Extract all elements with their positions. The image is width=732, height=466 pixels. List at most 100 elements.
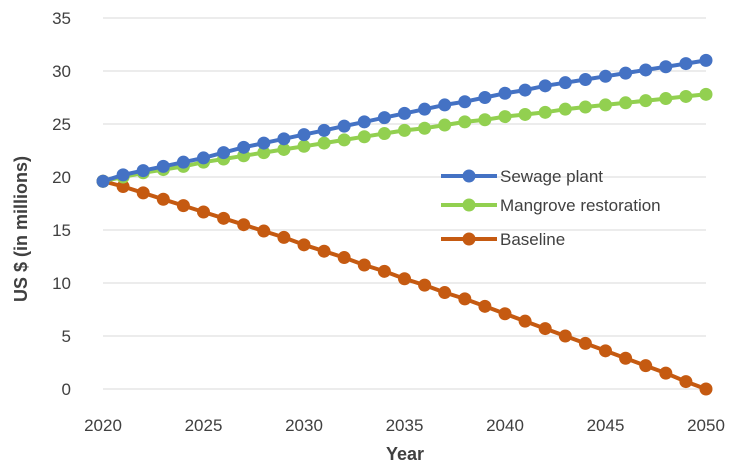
data-point bbox=[418, 102, 432, 116]
data-point bbox=[599, 98, 612, 112]
data-point bbox=[317, 136, 331, 150]
data-point bbox=[418, 278, 432, 292]
y-tick-label: 35 bbox=[52, 9, 71, 28]
data-point bbox=[639, 359, 653, 373]
data-point bbox=[156, 192, 170, 206]
y-tick-label: 0 bbox=[62, 380, 71, 399]
data-point bbox=[317, 123, 331, 137]
x-tick-label: 2040 bbox=[486, 416, 524, 435]
legend: Sewage plant Mangrove restoration Baseline bbox=[441, 167, 661, 249]
data-point bbox=[176, 199, 190, 213]
data-point bbox=[357, 258, 371, 272]
data-point bbox=[619, 66, 633, 80]
legend-swatch-marker bbox=[462, 169, 476, 183]
data-point bbox=[538, 105, 552, 119]
data-point bbox=[116, 168, 130, 182]
y-axis-ticks: 0 5 10 15 20 25 30 35 bbox=[52, 9, 71, 399]
legend-item: Sewage plant bbox=[441, 167, 603, 186]
legend-label: Baseline bbox=[500, 230, 565, 249]
data-point bbox=[518, 314, 532, 328]
data-point bbox=[639, 63, 653, 77]
data-point bbox=[478, 113, 492, 127]
data-point bbox=[337, 119, 351, 133]
data-point bbox=[538, 79, 552, 93]
data-point bbox=[257, 224, 271, 238]
x-tick-label: 2030 bbox=[285, 416, 323, 435]
series-0 bbox=[96, 53, 713, 188]
x-tick-label: 2025 bbox=[185, 416, 223, 435]
data-point bbox=[478, 91, 492, 104]
data-point bbox=[418, 121, 432, 135]
x-tick-label: 2035 bbox=[386, 416, 424, 435]
data-point bbox=[357, 115, 371, 129]
y-tick-label: 20 bbox=[52, 168, 71, 187]
data-point bbox=[277, 230, 291, 244]
data-point bbox=[156, 159, 170, 173]
data-point bbox=[498, 110, 512, 124]
legend-swatch-marker bbox=[462, 232, 476, 246]
data-point bbox=[398, 272, 411, 286]
data-point bbox=[458, 95, 472, 109]
data-point bbox=[659, 92, 673, 106]
data-point bbox=[619, 351, 633, 365]
data-point bbox=[619, 96, 633, 110]
data-point bbox=[659, 60, 673, 74]
data-point bbox=[237, 140, 251, 154]
x-axis-title: Year bbox=[386, 444, 424, 464]
data-point bbox=[176, 155, 190, 169]
data-point bbox=[217, 146, 231, 160]
legend-label: Sewage plant bbox=[500, 167, 603, 186]
data-point bbox=[237, 218, 251, 232]
data-point bbox=[699, 87, 713, 101]
data-point bbox=[679, 57, 693, 71]
data-point bbox=[518, 107, 532, 121]
data-point bbox=[398, 123, 411, 137]
y-tick-label: 30 bbox=[52, 62, 71, 81]
series-1 bbox=[96, 87, 713, 188]
data-point bbox=[217, 211, 231, 225]
data-point bbox=[639, 94, 653, 108]
data-point bbox=[498, 86, 512, 100]
data-point bbox=[578, 100, 592, 114]
data-point bbox=[277, 142, 291, 156]
data-point bbox=[679, 89, 693, 103]
legend-item: Baseline bbox=[441, 230, 565, 249]
legend-swatch-marker bbox=[462, 198, 476, 212]
series-group bbox=[96, 53, 713, 396]
data-point bbox=[398, 106, 411, 120]
data-point bbox=[438, 286, 452, 300]
data-point bbox=[578, 336, 592, 350]
data-point bbox=[96, 174, 110, 188]
data-point bbox=[518, 83, 532, 97]
y-tick-label: 5 bbox=[62, 327, 71, 346]
data-point bbox=[458, 292, 472, 306]
data-point bbox=[197, 205, 210, 219]
data-point bbox=[297, 128, 311, 142]
data-point bbox=[197, 151, 210, 165]
legend-label: Mangrove restoration bbox=[500, 196, 661, 215]
series-2 bbox=[96, 174, 713, 396]
data-point bbox=[297, 238, 311, 252]
data-point bbox=[458, 115, 472, 129]
x-tick-label: 2050 bbox=[687, 416, 725, 435]
y-tick-label: 15 bbox=[52, 221, 71, 240]
data-point bbox=[599, 69, 612, 83]
y-tick-label: 25 bbox=[52, 115, 71, 134]
x-axis-ticks: 2020 2025 2030 2035 2040 2045 2050 bbox=[84, 416, 725, 435]
data-point bbox=[116, 180, 130, 194]
x-tick-label: 2045 bbox=[587, 416, 625, 435]
data-point bbox=[478, 299, 492, 313]
data-point bbox=[699, 382, 713, 396]
data-point bbox=[558, 76, 572, 90]
data-point bbox=[438, 98, 452, 112]
data-point bbox=[377, 111, 391, 125]
data-point bbox=[136, 186, 150, 200]
data-point bbox=[317, 244, 331, 258]
data-point bbox=[337, 251, 351, 265]
data-point bbox=[578, 72, 592, 86]
data-point bbox=[377, 127, 391, 141]
data-point bbox=[558, 329, 572, 343]
data-point bbox=[277, 132, 291, 146]
data-point bbox=[297, 139, 311, 153]
